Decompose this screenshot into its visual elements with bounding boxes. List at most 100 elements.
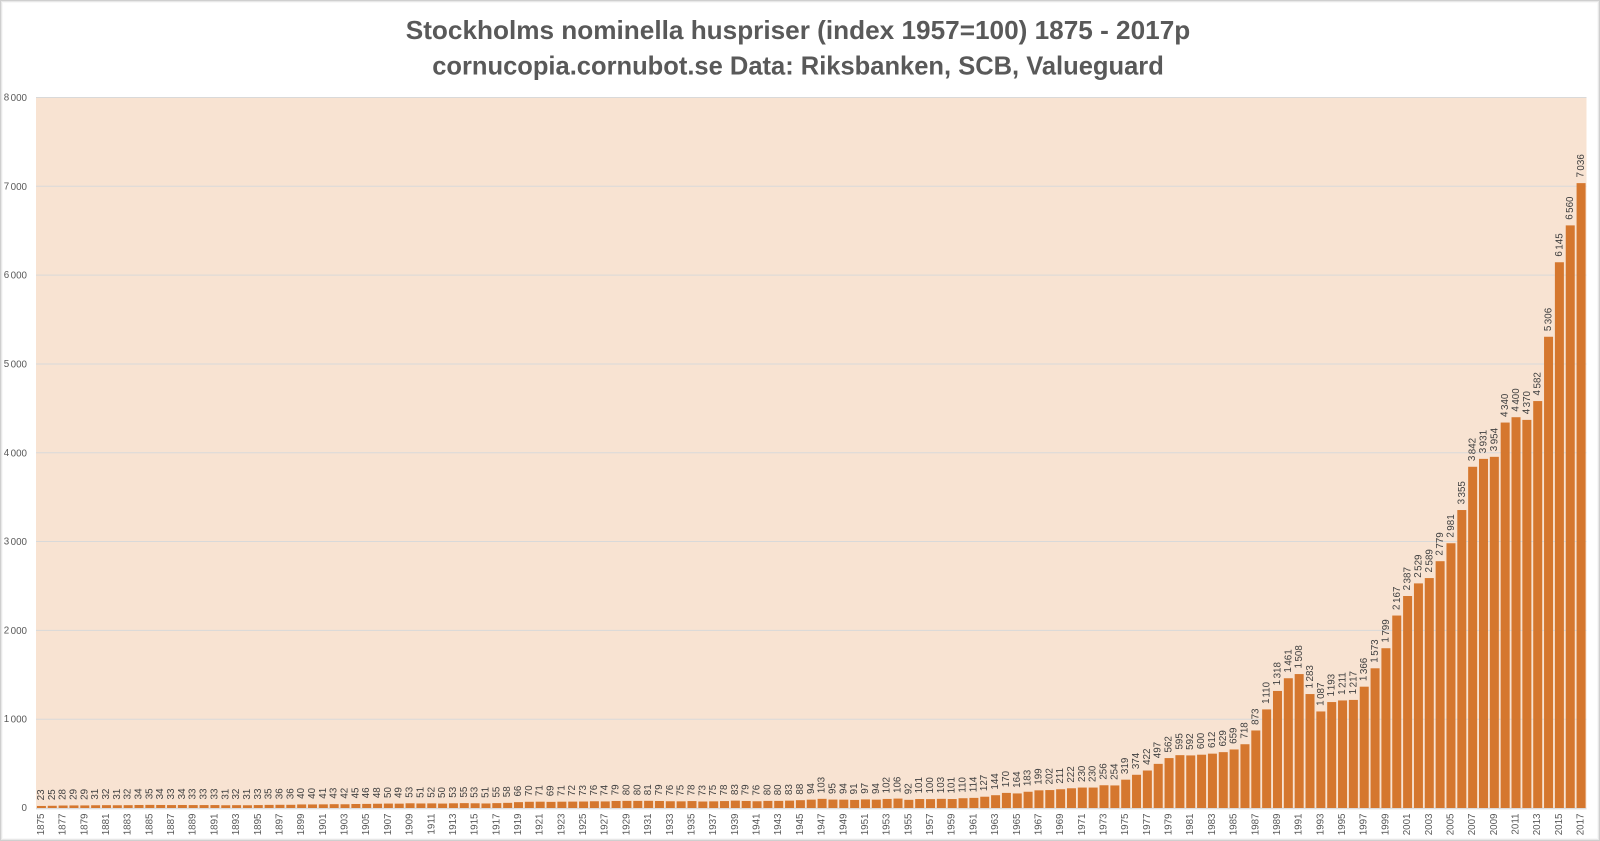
svg-text:40: 40	[307, 787, 318, 798]
svg-text:3842: 3842	[1467, 438, 1478, 461]
svg-text:1973: 1973	[1099, 813, 1110, 835]
svg-text:36: 36	[285, 788, 296, 799]
svg-text:1217: 1217	[1348, 671, 1359, 694]
svg-text:32: 32	[101, 789, 112, 800]
svg-text:73: 73	[578, 784, 589, 795]
svg-text:4400: 4400	[1511, 388, 1522, 412]
svg-text:1947: 1947	[817, 814, 828, 836]
svg-text:1893: 1893	[231, 813, 242, 835]
svg-text:2779: 2779	[1435, 532, 1446, 555]
svg-text:2017: 2017	[1576, 814, 1587, 836]
svg-text:94: 94	[871, 783, 882, 794]
svg-text:6000: 6000	[4, 270, 28, 281]
svg-text:1999: 1999	[1380, 814, 1391, 836]
svg-text:1975: 1975	[1120, 813, 1131, 835]
svg-text:144: 144	[990, 773, 1001, 790]
svg-text:562: 562	[1164, 736, 1175, 752]
svg-text:33: 33	[188, 788, 199, 799]
svg-text:42: 42	[340, 788, 351, 799]
svg-text:78: 78	[719, 784, 730, 795]
svg-text:873: 873	[1250, 708, 1261, 725]
svg-text:70: 70	[524, 785, 535, 796]
svg-text:33: 33	[166, 788, 177, 799]
svg-text:1945: 1945	[795, 813, 806, 835]
svg-text:211: 211	[1055, 768, 1066, 784]
svg-text:2005: 2005	[1445, 813, 1456, 835]
svg-text:202: 202	[1044, 768, 1055, 784]
svg-text:4340: 4340	[1500, 393, 1511, 417]
svg-text:6145: 6145	[1554, 233, 1565, 257]
svg-text:71: 71	[556, 785, 567, 796]
svg-text:1969: 1969	[1055, 814, 1066, 836]
svg-text:612: 612	[1207, 732, 1218, 748]
svg-text:4000: 4000	[4, 448, 28, 459]
svg-text:1901: 1901	[318, 814, 329, 836]
svg-text:7000: 7000	[4, 181, 28, 192]
svg-text:1283: 1283	[1305, 665, 1316, 689]
svg-text:103: 103	[817, 776, 828, 793]
svg-text:34: 34	[155, 788, 166, 799]
svg-text:230: 230	[1088, 765, 1099, 782]
svg-text:75: 75	[708, 784, 719, 795]
svg-text:80: 80	[621, 784, 632, 795]
svg-text:592: 592	[1185, 733, 1196, 749]
svg-text:2589: 2589	[1424, 549, 1435, 572]
svg-text:2007: 2007	[1467, 814, 1478, 836]
svg-text:101: 101	[914, 777, 925, 793]
svg-text:1989: 1989	[1272, 814, 1283, 836]
svg-text:83: 83	[730, 784, 741, 795]
svg-text:1508: 1508	[1294, 645, 1305, 669]
svg-text:1193: 1193	[1326, 673, 1337, 696]
svg-text:58: 58	[502, 786, 513, 797]
svg-text:95: 95	[827, 783, 838, 794]
svg-text:1995: 1995	[1337, 813, 1348, 835]
svg-text:94: 94	[806, 783, 817, 794]
svg-text:2011: 2011	[1511, 814, 1522, 835]
svg-text:1941: 1941	[752, 814, 763, 836]
svg-text:1318: 1318	[1272, 661, 1283, 685]
svg-text:1929: 1929	[621, 814, 632, 836]
svg-text:88: 88	[795, 783, 806, 794]
svg-text:718: 718	[1239, 722, 1250, 739]
svg-text:94: 94	[838, 783, 849, 794]
svg-text:55: 55	[491, 786, 502, 797]
svg-text:2981: 2981	[1445, 514, 1456, 537]
svg-text:91: 91	[849, 783, 860, 794]
svg-text:43: 43	[329, 787, 340, 798]
svg-text:1891: 1891	[209, 814, 220, 836]
svg-text:1907: 1907	[383, 814, 394, 836]
svg-text:72: 72	[567, 785, 578, 796]
svg-text:1933: 1933	[665, 813, 676, 835]
svg-text:83: 83	[784, 784, 795, 795]
svg-text:34: 34	[134, 788, 145, 799]
svg-text:3000: 3000	[4, 537, 28, 548]
svg-text:51: 51	[415, 787, 426, 798]
svg-text:Stockholms nominella huspriser: Stockholms nominella huspriser (index 19…	[406, 15, 1191, 45]
svg-text:106: 106	[892, 776, 903, 793]
svg-text:0: 0	[22, 803, 28, 814]
svg-text:659: 659	[1229, 728, 1240, 744]
svg-text:71: 71	[535, 785, 546, 796]
svg-text:164: 164	[1012, 771, 1023, 788]
svg-text:1951: 1951	[860, 814, 871, 836]
svg-text:183: 183	[1023, 769, 1034, 786]
svg-text:53: 53	[405, 786, 416, 797]
svg-text:1937: 1937	[708, 814, 719, 836]
svg-text:1987: 1987	[1250, 814, 1261, 836]
svg-text:100: 100	[925, 777, 936, 794]
svg-text:1905: 1905	[361, 813, 372, 835]
svg-text:7036: 7036	[1576, 154, 1587, 178]
svg-text:75: 75	[676, 784, 687, 795]
svg-text:1110: 1110	[1261, 681, 1272, 703]
svg-text:4370: 4370	[1521, 390, 1532, 414]
svg-text:2387: 2387	[1402, 567, 1413, 590]
svg-text:28: 28	[58, 788, 69, 799]
svg-text:1961: 1961	[968, 814, 979, 836]
svg-text:1899: 1899	[296, 814, 307, 836]
svg-text:53: 53	[470, 786, 481, 797]
svg-text:45: 45	[350, 787, 361, 798]
svg-text:33: 33	[253, 788, 264, 799]
svg-text:92: 92	[903, 783, 914, 794]
svg-text:35: 35	[264, 788, 275, 799]
svg-text:1915: 1915	[470, 813, 481, 835]
